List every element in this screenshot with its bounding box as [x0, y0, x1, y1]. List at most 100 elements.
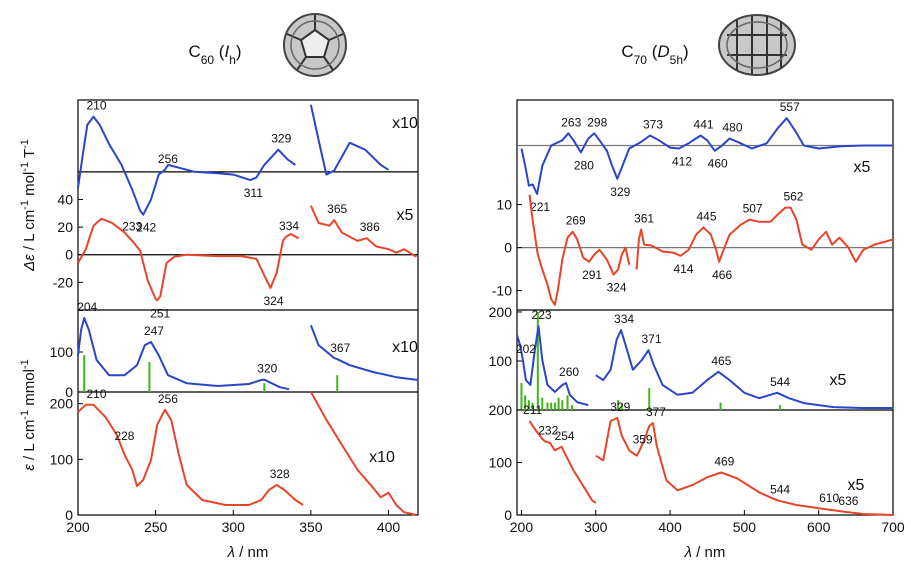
peak-label: 377	[646, 405, 666, 419]
x-tick-label: 400	[377, 519, 401, 535]
peak-label: 373	[643, 118, 663, 132]
peak-label: 544	[770, 375, 790, 389]
peak-label: 311	[244, 186, 263, 200]
peak-label: 334	[279, 219, 299, 233]
peak-label: 636	[838, 494, 858, 508]
scale-note: x5	[830, 372, 847, 389]
y-axis-label: Δε / L cm-1 mol-1 T-1	[19, 139, 38, 272]
peak-label: 466	[712, 268, 732, 282]
peak-label: 280	[574, 158, 594, 172]
text-part: mol	[21, 172, 38, 200]
text-part: T	[21, 149, 38, 162]
y-tick-label: 0	[504, 507, 512, 523]
y-tick-label: 20	[57, 219, 73, 235]
x-tick-label: 300	[222, 519, 246, 535]
c60-molecule	[284, 14, 346, 76]
peak-label: 329	[271, 132, 291, 146]
peak-label: 329	[610, 400, 630, 414]
x-tick-label: 700	[881, 519, 905, 535]
spectrum-line	[78, 219, 299, 300]
text-part: 70	[634, 53, 648, 67]
y-tick-label: 100	[50, 344, 74, 360]
text-part: C	[621, 42, 633, 61]
peak-label: 324	[607, 281, 627, 295]
text-part: / L cm	[21, 210, 38, 254]
text-part: )	[683, 42, 689, 61]
peak-label: 223	[532, 308, 552, 322]
peak-label: 365	[327, 202, 347, 216]
peak-label: 210	[87, 387, 107, 401]
x-axis-label: λ / nm	[684, 544, 726, 561]
peak-label: 445	[696, 209, 716, 223]
text-part: 5h	[670, 53, 683, 67]
text-part: mmol	[21, 369, 38, 410]
spectrum-line	[637, 208, 893, 270]
peak-label: 334	[614, 312, 634, 326]
peak-label: 371	[642, 332, 662, 346]
x-tick-label: 500	[733, 519, 757, 535]
peak-label: 610	[819, 491, 839, 505]
text-part: C	[188, 42, 200, 61]
figure: C60 (Ih)200250300350400λ / nm21024225631…	[0, 0, 911, 574]
y-axis-label: ε / L cm-1 mmol-1	[19, 359, 38, 470]
peak-label: 386	[360, 220, 380, 234]
peak-label: 414	[673, 262, 693, 276]
peak-label: 562	[783, 190, 803, 204]
x-tick-label: 350	[299, 519, 323, 535]
text-part: / nm	[235, 544, 268, 561]
text-part: λ	[684, 544, 692, 561]
peak-label: 260	[559, 365, 579, 379]
peak-label: 460	[708, 157, 728, 171]
y-tick-label: 40	[57, 191, 73, 207]
chart-title: C60 (Ih)	[188, 42, 241, 67]
scale-note: x10	[392, 115, 418, 132]
text-part: h	[229, 53, 236, 67]
spectrum-line	[596, 330, 893, 408]
spectrum-line	[311, 105, 389, 175]
x-tick-label: 200	[510, 519, 534, 535]
peak-label: 507	[743, 202, 763, 216]
y-tick-label: 200	[50, 396, 74, 412]
peak-label: 254	[555, 429, 575, 443]
peak-label: 256	[158, 152, 178, 166]
x-tick-label: 300	[584, 519, 608, 535]
y-tick-label: 0	[504, 240, 512, 256]
text-part: -1	[19, 162, 31, 172]
spectrum-line	[78, 318, 289, 389]
peak-label: 320	[257, 362, 277, 376]
text-part: -1	[19, 139, 31, 149]
text-part: -1	[19, 359, 31, 369]
peak-label: 298	[587, 115, 607, 129]
spectrum-line	[311, 392, 417, 515]
peak-label: 361	[634, 212, 654, 226]
plot-frame	[78, 100, 418, 515]
peak-label: 211	[523, 403, 542, 417]
peak-label: 412	[672, 154, 692, 168]
text-part: / nm	[692, 544, 725, 561]
peak-label: 221	[530, 200, 550, 214]
peak-label: 263	[561, 115, 581, 129]
peak-label: 359	[633, 432, 653, 446]
peak-label: 202	[516, 342, 536, 356]
c70-molecule	[719, 15, 795, 75]
text-part: -1	[19, 200, 31, 210]
y-tick-label: 100	[50, 451, 74, 467]
peak-label: 544	[770, 482, 790, 496]
y-tick-label: 200	[489, 402, 513, 418]
peak-label: 441	[694, 118, 714, 132]
peak-label: 328	[270, 467, 290, 481]
x-axis-label: λ / nm	[227, 544, 269, 561]
peak-label: 233	[122, 220, 142, 234]
scale-note: x5	[397, 207, 414, 224]
text-part: 60	[201, 53, 215, 67]
y-tick-label: 0	[65, 507, 73, 523]
y-tick-label: -10	[492, 283, 512, 299]
text-part: λ	[227, 544, 235, 561]
text-part: -1	[19, 410, 31, 420]
text-part: / L cm	[21, 420, 38, 464]
peak-label: 256	[158, 392, 178, 406]
scale-note: x5	[848, 477, 865, 494]
spectrum-line	[78, 405, 303, 505]
peak-label: 251	[150, 306, 170, 320]
peak-label: 291	[582, 268, 602, 282]
